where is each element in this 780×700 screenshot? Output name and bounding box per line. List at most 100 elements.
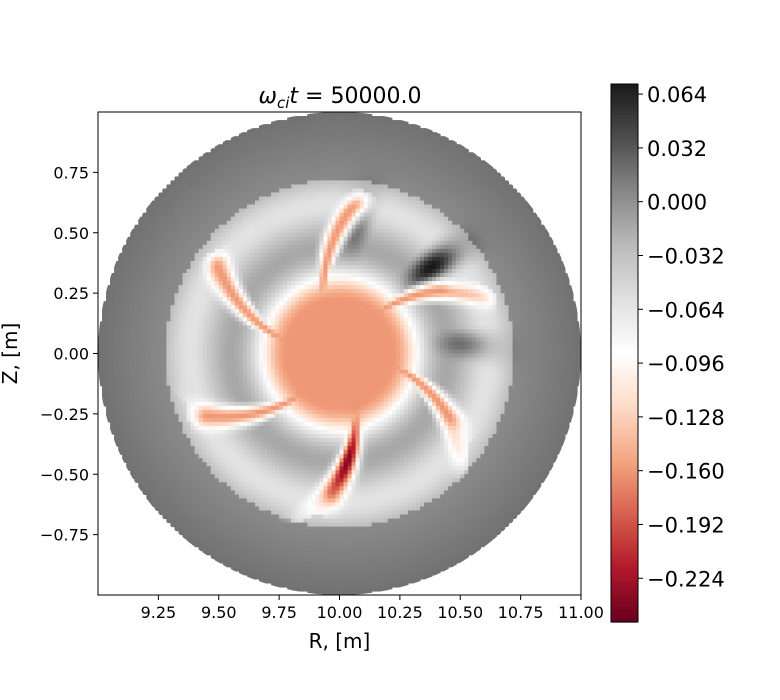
heatmap-cell bbox=[242, 365, 248, 371]
heatmap-cell bbox=[234, 466, 240, 471]
heatmap-cell bbox=[138, 248, 143, 254]
heatmap-cell bbox=[182, 506, 188, 512]
heatmap-cell bbox=[295, 389, 300, 395]
heatmap-cell bbox=[186, 341, 192, 347]
heatmap-cell bbox=[271, 377, 276, 383]
heatmap-cell bbox=[118, 281, 123, 286]
heatmap-cell bbox=[126, 425, 131, 431]
heatmap-cell bbox=[295, 236, 300, 242]
heatmap-cell bbox=[146, 256, 151, 262]
heatmap-cell bbox=[295, 120, 300, 125]
heatmap-cell bbox=[98, 373, 103, 379]
heatmap-cell bbox=[299, 401, 304, 407]
heatmap-cell bbox=[198, 232, 204, 238]
heatmap-cell bbox=[214, 160, 220, 165]
heatmap-cell bbox=[287, 518, 292, 524]
heatmap-cell bbox=[267, 321, 272, 326]
heatmap-cell bbox=[295, 446, 300, 451]
heatmap-cell bbox=[226, 341, 232, 347]
heatmap-cell bbox=[142, 212, 147, 218]
heatmap-cell bbox=[170, 349, 176, 355]
heatmap-cell bbox=[226, 224, 232, 230]
heatmap-cell bbox=[118, 277, 123, 282]
heatmap-cell bbox=[182, 450, 188, 455]
heatmap-cell bbox=[311, 522, 316, 528]
heatmap-cell bbox=[295, 232, 300, 238]
heatmap-cell bbox=[134, 442, 139, 447]
heatmap-cell bbox=[307, 345, 312, 351]
heatmap-cell bbox=[198, 454, 204, 459]
heatmap-cell bbox=[210, 361, 216, 367]
heatmap-cell bbox=[234, 550, 240, 556]
heatmap-cell bbox=[206, 550, 212, 556]
heatmap-cell bbox=[287, 192, 292, 198]
heatmap-cell bbox=[271, 293, 276, 298]
heatmap-cell bbox=[242, 228, 248, 234]
heatmap-cell bbox=[154, 333, 159, 339]
heatmap-cell bbox=[283, 120, 288, 125]
heatmap-cell bbox=[174, 462, 180, 467]
heatmap-cell bbox=[242, 164, 248, 169]
heatmap-cell bbox=[150, 256, 155, 262]
heatmap-cell bbox=[202, 204, 208, 210]
heatmap-cell bbox=[218, 164, 224, 169]
heatmap-cell bbox=[242, 510, 248, 516]
heatmap-cell bbox=[186, 305, 192, 310]
heatmap-cell bbox=[182, 490, 188, 495]
heatmap-cell bbox=[194, 204, 200, 210]
heatmap-cell bbox=[154, 389, 159, 395]
heatmap-cell bbox=[214, 405, 220, 411]
heatmap-cell bbox=[130, 256, 135, 262]
heatmap-cell bbox=[206, 204, 212, 210]
heatmap-cell bbox=[170, 385, 176, 391]
heatmap-cell bbox=[206, 240, 212, 246]
heatmap-cell bbox=[202, 462, 208, 467]
heatmap-cell bbox=[222, 381, 228, 387]
heatmap-cell bbox=[307, 466, 312, 471]
heatmap-cell bbox=[315, 216, 320, 222]
heatmap-cell bbox=[194, 184, 200, 190]
heatmap-cell bbox=[271, 401, 276, 407]
heatmap-cell bbox=[254, 494, 260, 500]
heatmap-cell bbox=[190, 313, 196, 318]
heatmap-cell bbox=[162, 256, 168, 262]
heatmap-cell bbox=[311, 220, 316, 226]
heatmap-cell bbox=[311, 442, 316, 447]
heatmap-cell bbox=[166, 425, 172, 431]
heatmap-cell bbox=[263, 152, 268, 157]
heatmap-cell bbox=[226, 244, 232, 250]
heatmap-cell bbox=[118, 333, 123, 339]
heatmap-cell bbox=[295, 397, 300, 403]
heatmap-cell bbox=[234, 458, 240, 463]
heatmap-cell bbox=[214, 281, 220, 286]
heatmap-cell bbox=[242, 506, 248, 512]
heatmap-cell bbox=[303, 365, 308, 371]
heatmap-cell bbox=[218, 244, 224, 250]
heatmap-cell bbox=[102, 373, 107, 379]
heatmap-cell bbox=[214, 305, 220, 310]
heatmap-cell bbox=[295, 313, 300, 318]
heatmap-cell bbox=[299, 132, 304, 137]
heatmap-cell bbox=[254, 321, 260, 326]
heatmap-cell bbox=[263, 470, 268, 475]
heatmap-cell bbox=[226, 518, 232, 524]
heatmap-cell bbox=[158, 446, 164, 451]
heatmap-cell bbox=[250, 285, 256, 290]
heatmap-cell bbox=[102, 333, 107, 339]
heatmap-cell bbox=[291, 466, 296, 471]
heatmap-cell bbox=[174, 361, 180, 367]
heatmap-cell bbox=[174, 470, 180, 475]
heatmap-cell bbox=[283, 140, 288, 145]
heatmap-cell bbox=[250, 538, 256, 544]
heatmap-cell bbox=[275, 232, 280, 238]
heatmap-cell bbox=[299, 317, 304, 322]
heatmap-cell bbox=[150, 357, 155, 363]
heatmap-cell bbox=[122, 385, 127, 391]
heatmap-cell bbox=[311, 582, 316, 588]
heatmap-cell bbox=[226, 446, 232, 451]
heatmap-cell bbox=[178, 345, 184, 351]
heatmap-cell bbox=[138, 450, 143, 455]
heatmap-cell bbox=[222, 502, 228, 508]
heatmap-cell bbox=[238, 289, 244, 294]
heatmap-cell bbox=[311, 361, 316, 367]
